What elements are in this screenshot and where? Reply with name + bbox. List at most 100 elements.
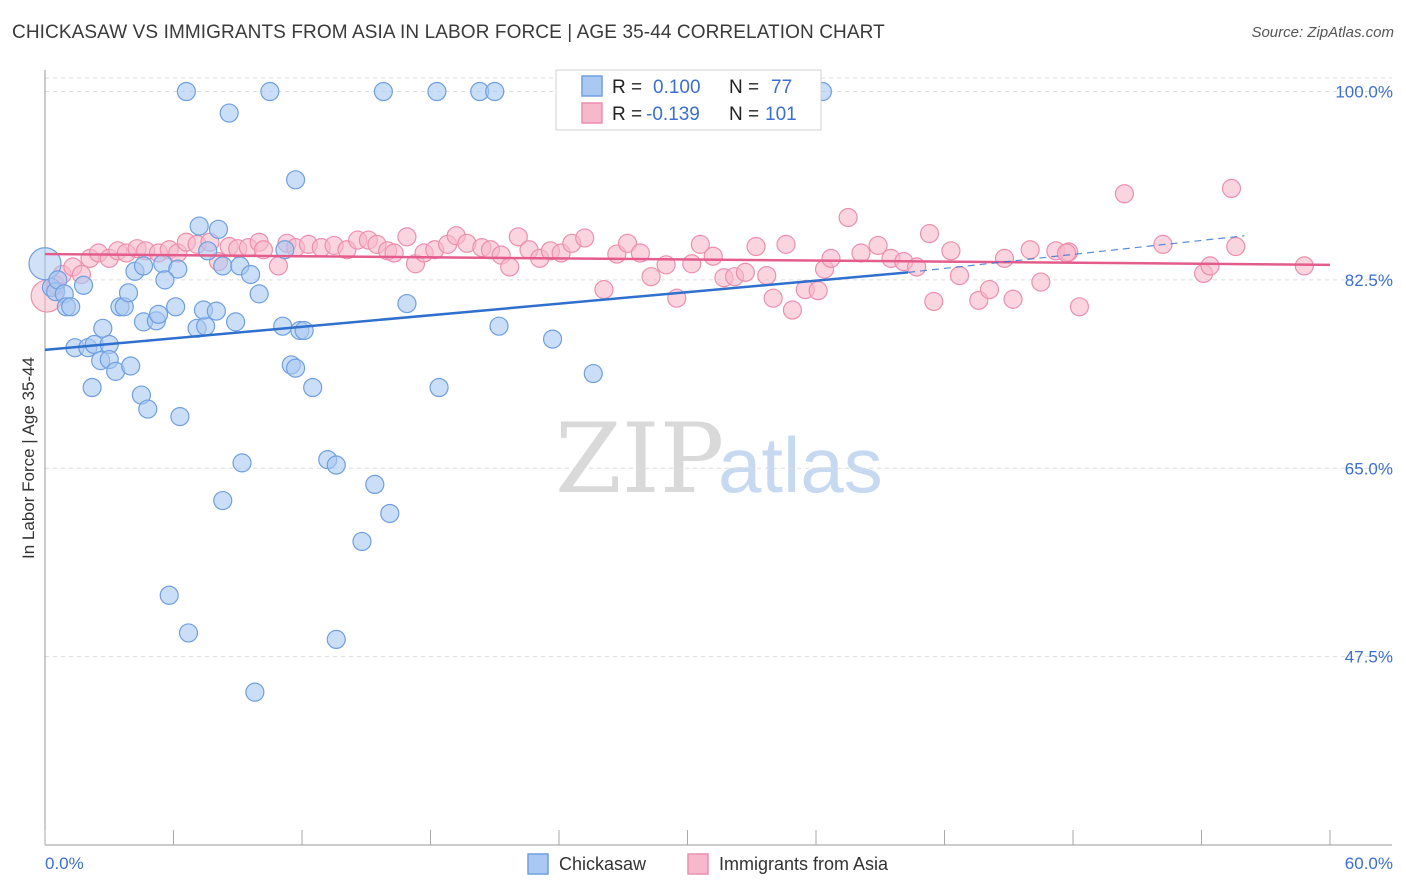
data-point [196,316,216,336]
data-point [253,240,274,260]
data-point [384,243,404,263]
data-point [427,81,447,102]
data-point [326,455,346,475]
data-point [260,81,280,102]
data-point [275,240,295,260]
data-point [1200,256,1220,276]
data-point [1031,272,1051,292]
data-point [121,356,141,376]
data-point [198,241,218,261]
data-point [1056,243,1077,263]
data-point [226,312,246,332]
legend-n-label: N = [729,104,759,125]
data-point [1020,240,1040,260]
data-point [630,243,650,263]
data-point [268,256,289,276]
data-point [594,279,614,300]
data-point [508,227,528,247]
y-tick-label: 100.0% [1335,83,1393,102]
data-point [583,363,603,384]
data-point [735,262,755,282]
data-point [176,81,196,102]
data-point [73,275,94,295]
data-point [82,377,102,398]
data-point [93,318,113,338]
data-point [1069,297,1090,317]
data-point [352,531,372,552]
data-point [941,241,961,261]
trend-lines [44,235,1331,352]
data-point [285,358,306,378]
legend-label-immigrants: Immigrants from Asia [719,854,889,874]
data-point [213,490,233,511]
series-immigrants-from-asia [30,178,1314,320]
series-legend: Chickasaw Immigrants from Asia [527,853,889,875]
data-point [641,267,661,287]
trend-line-chickasaw [44,271,909,352]
data-point [746,236,766,257]
legend-r-label: R = [612,104,642,125]
trend-line-immigrants [44,252,1331,267]
legend-r-value: 0.100 [653,77,701,98]
x-axis-ticks [44,830,1331,845]
gridlines [45,77,1392,658]
data-point [232,453,252,473]
data-point [170,406,190,427]
data-point [757,265,777,286]
data-point [241,264,261,285]
data-point [159,585,179,605]
data-point [285,170,306,190]
data-point [249,284,269,304]
watermark-zip: ZIP [555,403,724,515]
data-point [838,207,858,228]
data-point [1114,184,1135,204]
data-point [138,399,158,419]
data-point [924,291,944,312]
data-point [213,256,233,276]
data-point [489,316,509,336]
trend-line-chickasaw-extension [908,235,1245,273]
y-tick-labels: 100.0% 82.5% 65.0% 47.5% [1335,83,1393,667]
data-point [1221,178,1242,199]
data-point [178,623,199,643]
y-tick-label: 82.5% [1345,271,1393,290]
watermark-atlas: atlas [718,421,883,509]
data-point [485,81,505,102]
data-point [380,503,400,524]
legend-r-label: R = [612,77,642,98]
data-point [208,219,229,239]
data-point [219,103,239,123]
series-chickasaw [28,81,833,702]
data-point [303,377,323,398]
data-point [1003,289,1023,309]
data-point [994,248,1015,268]
legend-swatch-chickasaw [581,75,603,97]
data-point [397,227,417,247]
data-point [868,235,888,256]
data-point [61,297,81,317]
data-point [851,243,871,263]
data-point [1226,236,1246,257]
data-point [133,256,154,276]
data-point [500,257,520,277]
data-point [763,288,783,308]
data-point [397,293,417,314]
source-credit: Source: ZipAtlas.com [1251,24,1394,41]
correlation-legend: R = 0.100 N = 77 R = -0.139 N = 101 [555,69,822,131]
data-point [168,259,188,279]
data-point [776,234,796,254]
y-tick-label: 65.0% [1345,459,1393,478]
data-point [575,228,595,248]
data-point [166,297,186,317]
legend-n-label: N = [729,77,759,98]
data-point [148,304,169,324]
legend-n-value: 77 [771,77,792,98]
x-tick-label-max: 60.0% [1345,854,1393,873]
data-point [542,329,563,349]
data-point [782,300,803,320]
data-point [949,265,970,286]
chart-title: CHICKASAW VS IMMIGRANTS FROM ASIA IN LAB… [12,22,885,43]
legend-n-value: 101 [765,104,797,125]
legend-swatch-chickasaw [527,853,549,875]
